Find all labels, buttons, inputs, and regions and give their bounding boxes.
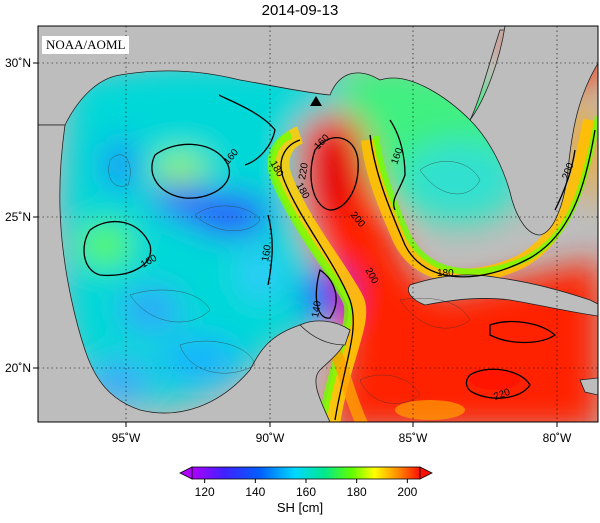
lat-tick-label: 20˚N — [5, 361, 31, 375]
triangle-marker-icon — [310, 96, 322, 106]
contour-label: 220 — [297, 162, 311, 181]
mexico-coast — [38, 124, 351, 422]
lat-tick-label: 30˚N — [5, 56, 31, 70]
yucatan — [299, 320, 351, 346]
tick-marks — [33, 62, 558, 427]
colorbar-tick-label: 120 — [195, 485, 215, 499]
colorbar-low-arrow — [179, 466, 193, 480]
colorbar-gradient — [191, 466, 421, 480]
colorbar-tick-label: 180 — [347, 485, 367, 499]
lon-tick-label: 80˚W — [543, 431, 572, 445]
colorbar-label: SH [cm] — [276, 500, 324, 515]
contour-label: 180 — [437, 268, 454, 279]
colorbar-tick-label: 140 — [245, 485, 265, 499]
map-frame — [37, 25, 599, 423]
lat-tick-label: 25˚N — [5, 210, 31, 224]
cuba — [408, 274, 598, 317]
colorbar-tick-label: 160 — [296, 485, 316, 499]
colorbar: 120 140 160 180 200 — [179, 466, 433, 499]
lon-tick-label: 85˚W — [399, 431, 428, 445]
hispaniola-edge — [579, 377, 598, 396]
sea-height-field — [62, 32, 598, 422]
colorbar-high-arrow — [419, 466, 433, 480]
lon-tick-label: 95˚W — [112, 431, 141, 445]
credit-label: NOAA/AOML — [42, 36, 130, 54]
contour-lines — [83, 94, 596, 421]
contour-label: 160 — [260, 244, 274, 263]
lon-tick-label: 90˚W — [256, 431, 285, 445]
colorbar-tick-label: 200 — [397, 485, 417, 499]
map-title: 2014-09-13 — [261, 2, 339, 19]
graticule — [38, 26, 598, 422]
contour-label: 140 — [310, 300, 324, 319]
